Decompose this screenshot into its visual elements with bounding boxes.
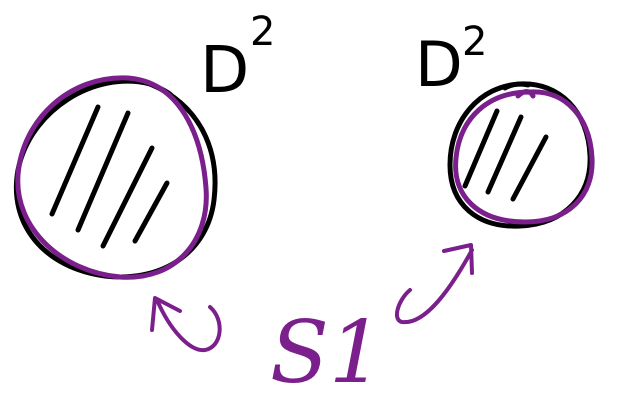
left-disk-hatch-line xyxy=(49,104,101,217)
left-arrow-head xyxy=(150,296,182,332)
right-d2-base: D xyxy=(415,28,463,101)
left-arrow-curve xyxy=(155,298,222,353)
right-disk-hatch-line xyxy=(485,114,524,195)
left-disk-hatch-line xyxy=(75,110,131,233)
right-curved-arrow xyxy=(394,243,474,325)
left-disk-hatch-line xyxy=(100,145,155,249)
right-d2-label: D 2 xyxy=(415,19,487,101)
right-arrow-curve xyxy=(394,248,474,325)
right-disk-boundary-circle xyxy=(453,89,595,225)
left-d2-label: D 2 xyxy=(200,9,275,108)
left-disk xyxy=(14,75,218,280)
left-d2-base: D xyxy=(200,34,249,108)
right-arrow-head xyxy=(442,243,474,275)
left-d2-exponent: 2 xyxy=(250,9,275,55)
left-disk-hatch-line xyxy=(132,180,170,244)
left-curved-arrow xyxy=(150,296,222,353)
right-disk xyxy=(447,81,595,229)
right-disk-hatch-line xyxy=(510,134,549,202)
right-disk-hatch-line xyxy=(462,108,500,189)
s1-label: S1 xyxy=(270,303,384,403)
left-disk-boundary-circle xyxy=(15,75,209,280)
right-d2-exponent: 2 xyxy=(462,19,487,65)
